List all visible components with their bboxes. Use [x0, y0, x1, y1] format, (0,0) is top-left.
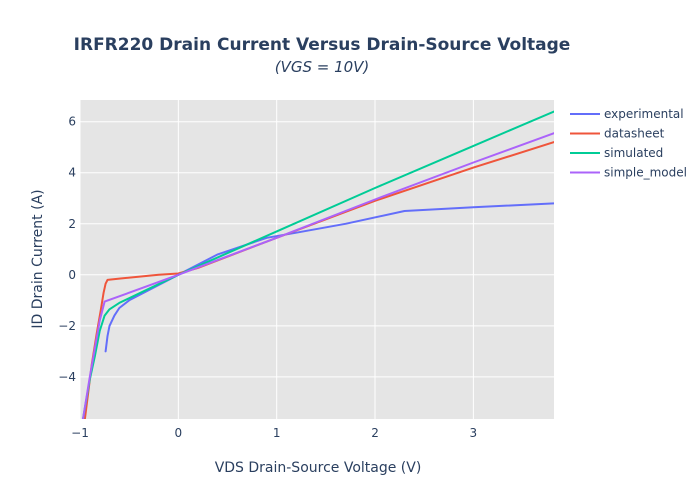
plot-area	[80, 100, 554, 419]
legend-item-simple_model[interactable]: simple_model	[570, 166, 687, 180]
chart-title: IRFR220 Drain Current Versus Drain-Sourc…	[74, 35, 571, 55]
series-line-simulated	[82, 110, 554, 419]
series-layer	[82, 110, 554, 419]
series-line-simple_model	[82, 132, 554, 419]
legend[interactable]: experimental datasheet simulated simple_mod…	[570, 107, 687, 180]
x-tick-label: 2	[371, 426, 379, 440]
y-tick-label: 6	[68, 115, 76, 129]
y-tick-label: −4	[58, 370, 76, 384]
y-tick-label: −2	[58, 319, 76, 333]
x-tick-label: 1	[273, 426, 281, 440]
legend-label: simple_model	[604, 166, 687, 180]
legend-label: experimental	[604, 107, 684, 121]
legend-item-datasheet[interactable]: datasheet	[570, 127, 665, 141]
x-tick-label: 0	[175, 426, 183, 440]
x-tick-label: 3	[470, 426, 478, 440]
legend-item-simulated[interactable]: simulated	[570, 146, 663, 160]
y-tick-label: 4	[68, 166, 76, 180]
y-tick-label: 2	[68, 217, 76, 231]
legend-item-experimental[interactable]: experimental	[570, 107, 684, 121]
y-axis-title: ID Drain Current (A)	[30, 189, 46, 328]
legend-label: datasheet	[604, 127, 665, 141]
chart-subtitle: (VGS = 10V)	[275, 58, 370, 76]
x-tick-label: −1	[71, 426, 89, 440]
y-tick-label: 0	[68, 268, 76, 282]
x-axis-title: VDS Drain-Source Voltage (V)	[215, 460, 422, 476]
grid	[79, 100, 554, 419]
legend-label: simulated	[604, 146, 663, 160]
tick-labels: −1 0 1 2 3 −4 −2 0 2 4 6	[58, 115, 477, 440]
